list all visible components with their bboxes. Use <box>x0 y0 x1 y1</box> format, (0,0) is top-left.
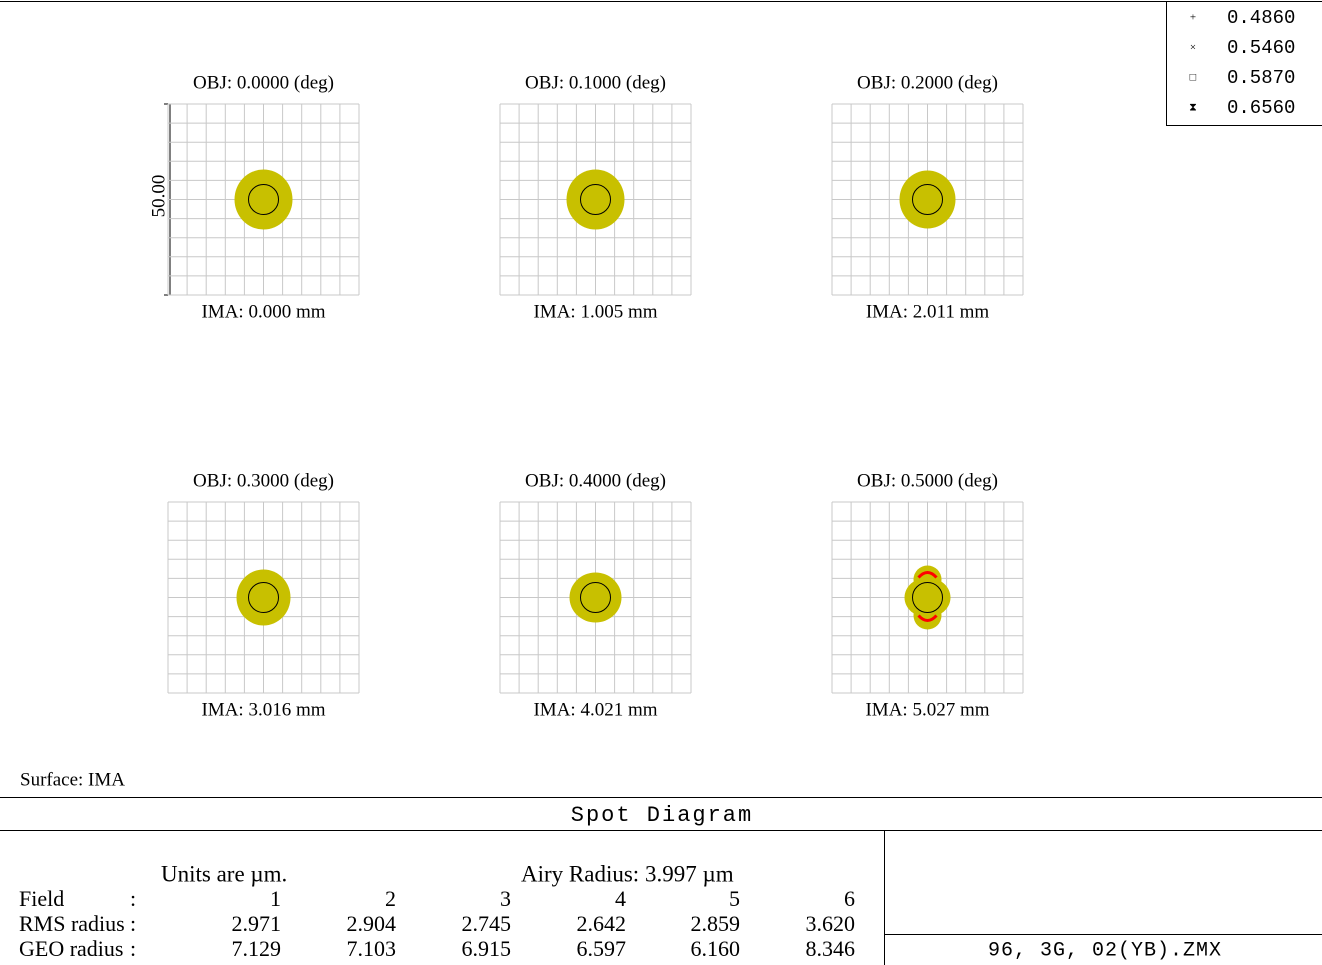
legend-symbol: × <box>1190 42 1196 54</box>
row-sep: : <box>130 911 136 936</box>
spot-red <box>917 571 938 579</box>
airy-label: Airy Radius: 3.997 µm <box>521 861 734 886</box>
spot <box>236 569 291 626</box>
cell: 3 <box>500 886 511 911</box>
legend-label: 0.6560 <box>1227 97 1295 119</box>
cell: 2 <box>385 886 396 911</box>
obj-label: OBJ: 0.0000 (deg) <box>193 72 334 93</box>
spot-red <box>917 614 938 622</box>
cell: 6.160 <box>691 936 741 961</box>
airy-circle <box>248 184 279 215</box>
row-label: Field <box>19 886 64 911</box>
ima-label: IMA: 5.027 mm <box>865 699 989 720</box>
spot <box>234 169 293 230</box>
cell: 2.745 <box>462 911 512 936</box>
spot <box>899 170 956 229</box>
legend-label: 0.4860 <box>1227 7 1295 29</box>
cell: 1 <box>270 886 281 911</box>
units-label: Units are µm. <box>161 861 287 886</box>
airy-circle <box>912 582 943 613</box>
obj-label: OBJ: 0.5000 (deg) <box>857 470 998 491</box>
file-name: 96, 3G, 02(YB).ZMX <box>988 939 1222 962</box>
airy-circle <box>580 582 611 613</box>
ima-label: IMA: 2.011 mm <box>866 301 990 322</box>
row-label: GEO radius <box>19 936 123 961</box>
row-label: RMS radius <box>19 911 125 936</box>
obj-label: OBJ: 0.4000 (deg) <box>525 470 666 491</box>
cell: 2.859 <box>691 911 741 936</box>
airy-circle <box>580 184 611 215</box>
cell: 8.346 <box>806 936 856 961</box>
cell: 3.620 <box>806 911 856 936</box>
spot <box>566 169 625 230</box>
cell: 2.642 <box>577 911 627 936</box>
cell: 6.597 <box>577 936 627 961</box>
cell: 6 <box>844 886 855 911</box>
cell: 2.904 <box>347 911 397 936</box>
airy-circle <box>912 184 943 215</box>
row-sep: : <box>130 886 136 911</box>
obj-label: OBJ: 0.3000 (deg) <box>193 470 334 491</box>
cell: 7.103 <box>347 936 397 961</box>
ima-label: IMA: 0.000 mm <box>201 301 325 322</box>
scale-label: 50.00 <box>148 175 169 218</box>
obj-label: OBJ: 0.1000 (deg) <box>525 72 666 93</box>
spot <box>569 572 622 623</box>
cell: 2.971 <box>232 911 282 936</box>
cell: 4 <box>615 886 626 911</box>
row-sep: : <box>130 936 136 961</box>
obj-label: OBJ: 0.2000 (deg) <box>857 72 998 93</box>
airy-circle <box>248 582 279 613</box>
cell: 6.915 <box>462 936 512 961</box>
spot <box>904 577 951 618</box>
title: Spot Diagram <box>571 803 753 828</box>
ima-label: IMA: 1.005 mm <box>533 301 657 322</box>
legend-label: 0.5870 <box>1227 67 1295 89</box>
legend-symbol: □ <box>1190 72 1197 84</box>
surface-label: Surface: IMA <box>20 769 125 790</box>
legend-label: 0.5460 <box>1227 37 1295 59</box>
ima-label: IMA: 4.021 mm <box>533 699 657 720</box>
legend-symbol: ⧗ <box>1189 102 1197 114</box>
cell: 7.129 <box>232 936 282 961</box>
cell: 5 <box>729 886 740 911</box>
legend-symbol: + <box>1190 12 1196 24</box>
ima-label: IMA: 3.016 mm <box>201 699 325 720</box>
legend-box <box>1166 1 1322 126</box>
